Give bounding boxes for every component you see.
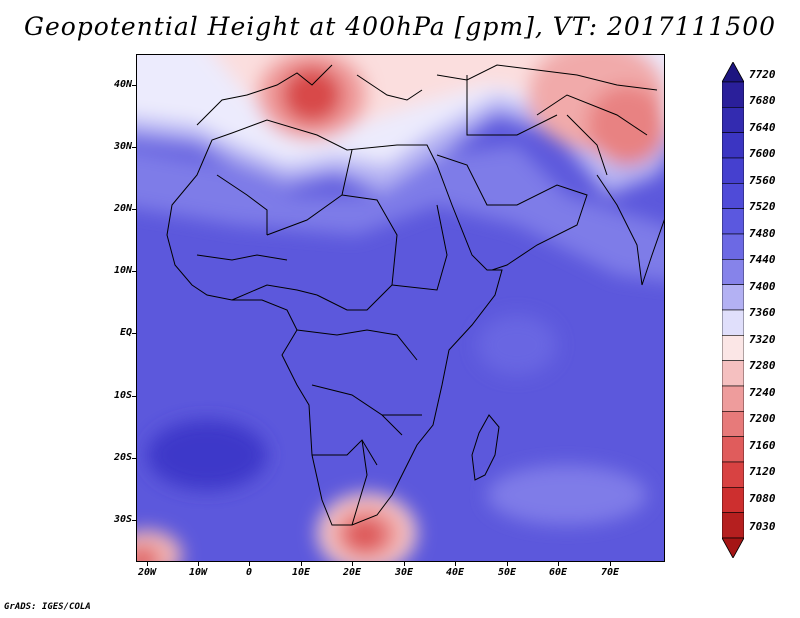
lon-tick [610, 562, 611, 566]
colorbar-label: 7480 [749, 227, 776, 240]
colorbar-segment [722, 284, 744, 311]
colorbar-label: 7240 [749, 386, 776, 399]
colorbar-label: 7030 [749, 520, 776, 533]
lat-label-30n: 30N [113, 141, 132, 152]
colorbar-label: 7600 [749, 147, 776, 160]
map-title: Geopotential Height at 400hPa [gpm], VT:… [23, 12, 777, 41]
lat-label-20n: 20N [113, 203, 132, 214]
lat-tick [132, 396, 136, 397]
colorbar-segment [722, 512, 744, 539]
lon-tick [198, 562, 199, 566]
colorbar [722, 62, 744, 558]
lat-label-30s: 30S [113, 514, 132, 525]
lon-label-0: 0 [245, 567, 253, 578]
colorbar-label: 7440 [749, 253, 776, 266]
lon-tick [249, 562, 250, 566]
colorbar-segment [722, 335, 744, 361]
lat-tick [132, 209, 136, 210]
lon-label-20w: 20W [137, 567, 157, 578]
lon-tick [507, 562, 508, 566]
colorbar-segment [722, 183, 744, 209]
lat-label-10s: 10S [113, 390, 132, 401]
lon-tick [558, 562, 559, 566]
colorbar-segment [722, 309, 744, 336]
colorbar-label: 7520 [749, 200, 776, 213]
lat-tick [132, 520, 136, 521]
colorbar-segment [722, 385, 744, 412]
colorbar-segment [722, 461, 744, 488]
colorbar-segment [722, 208, 744, 235]
lat-label-10n: 10N [113, 265, 132, 276]
colorbar-label: 7640 [749, 121, 776, 134]
colorbar-label: 7680 [749, 94, 776, 107]
lon-label-30e: 30E [394, 567, 414, 578]
colorbar-segment [722, 132, 744, 159]
lon-label-10e: 10E [291, 567, 311, 578]
lat-tick [132, 458, 136, 459]
lat-tick [132, 333, 136, 334]
lon-label-20e: 20E [342, 567, 362, 578]
lat-label-eq: EQ [119, 327, 132, 338]
lon-label-60e: 60E [548, 567, 568, 578]
lon-tick [147, 562, 148, 566]
lon-label-70e: 70E [600, 567, 620, 578]
colorbar-label: 7320 [749, 333, 776, 346]
lat-tick [132, 85, 136, 86]
colorbar-label: 7280 [749, 359, 776, 372]
colorbar-top-arrow [722, 62, 744, 83]
map-plot-area [136, 54, 665, 562]
colorbar-segment [722, 107, 744, 133]
colorbar-label: 7720 [749, 68, 776, 81]
lat-label-20s: 20S [113, 452, 132, 463]
lon-label-40e: 40E [445, 567, 465, 578]
lon-tick [301, 562, 302, 566]
grads-credit: GrADS: IGES/COLA [4, 602, 91, 612]
lon-label-50e: 50E [497, 567, 517, 578]
lat-tick [132, 147, 136, 148]
colorbar-segment [722, 157, 744, 184]
geopotential-map [137, 55, 664, 561]
colorbar-segment [722, 259, 744, 285]
colorbar-label: 7360 [749, 306, 776, 319]
colorbar-segment [722, 436, 744, 463]
colorbar-segment [722, 233, 744, 260]
lon-tick [352, 562, 353, 566]
colorbar-segment [722, 411, 744, 437]
lon-label-10w: 10W [188, 567, 208, 578]
colorbar-bottom-arrow [722, 537, 744, 558]
colorbar-label: 7080 [749, 492, 776, 505]
lon-tick [455, 562, 456, 566]
lon-tick [404, 562, 405, 566]
colorbar-label: 7400 [749, 280, 776, 293]
lat-tick [132, 271, 136, 272]
colorbar-label: 7560 [749, 174, 776, 187]
colorbar-segment [722, 81, 744, 108]
colorbar-segment [722, 487, 744, 513]
colorbar-label: 7160 [749, 439, 776, 452]
colorbar-segment [722, 360, 744, 387]
colorbar-label: 7200 [749, 412, 776, 425]
lat-label-40n: 40N [113, 79, 132, 90]
colorbar-label: 7120 [749, 465, 776, 478]
